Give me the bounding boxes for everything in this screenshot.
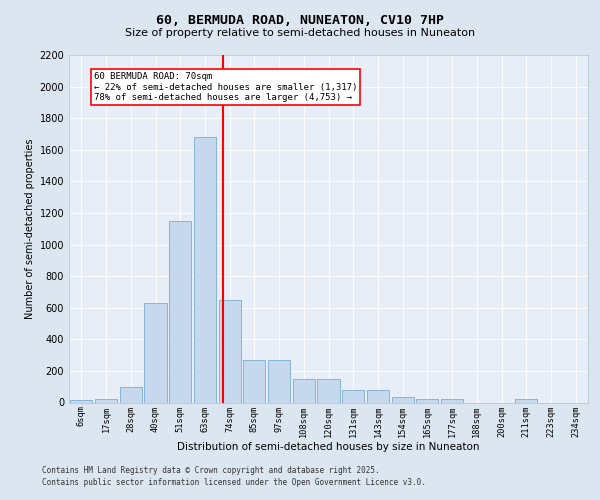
Bar <box>268 360 290 403</box>
Bar <box>70 400 92 402</box>
Bar <box>293 379 315 402</box>
Bar <box>194 137 216 402</box>
Text: Contains HM Land Registry data © Crown copyright and database right 2025.: Contains HM Land Registry data © Crown c… <box>42 466 380 475</box>
Bar <box>416 400 439 402</box>
X-axis label: Distribution of semi-detached houses by size in Nuneaton: Distribution of semi-detached houses by … <box>177 442 480 452</box>
Bar <box>392 397 414 402</box>
Bar <box>145 303 167 402</box>
Text: Size of property relative to semi-detached houses in Nuneaton: Size of property relative to semi-detach… <box>125 28 475 38</box>
Bar <box>95 400 117 402</box>
Bar <box>243 360 265 403</box>
Bar <box>317 379 340 402</box>
Y-axis label: Number of semi-detached properties: Number of semi-detached properties <box>25 138 35 319</box>
Text: 60, BERMUDA ROAD, NUNEATON, CV10 7HP: 60, BERMUDA ROAD, NUNEATON, CV10 7HP <box>156 14 444 27</box>
Bar <box>218 300 241 402</box>
Text: Contains public sector information licensed under the Open Government Licence v3: Contains public sector information licen… <box>42 478 426 487</box>
Bar <box>367 390 389 402</box>
Bar <box>515 400 538 402</box>
Text: 60 BERMUDA ROAD: 70sqm
← 22% of semi-detached houses are smaller (1,317)
78% of : 60 BERMUDA ROAD: 70sqm ← 22% of semi-det… <box>94 72 357 102</box>
Bar <box>342 390 364 402</box>
Bar <box>441 400 463 402</box>
Bar <box>169 221 191 402</box>
Bar <box>119 386 142 402</box>
